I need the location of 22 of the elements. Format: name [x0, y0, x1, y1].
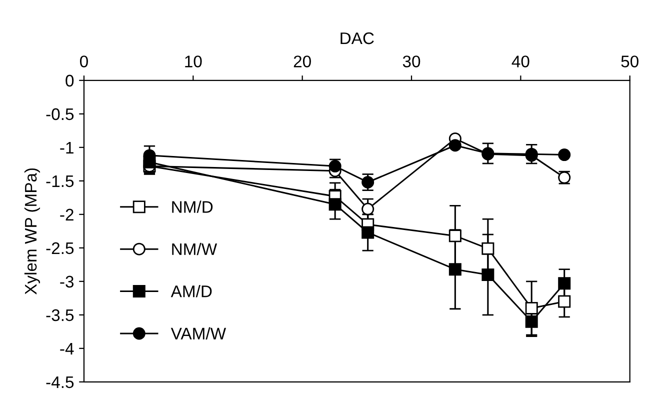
y-tick-label: -4 [60, 342, 74, 354]
x-tick-label: 0 [80, 56, 88, 68]
y-tick-label: -3.5 [46, 309, 74, 322]
y-tick-label: -3 [60, 276, 74, 288]
y-tick-label: -0.5 [46, 108, 74, 120]
x-tick-label: 40 [512, 56, 530, 68]
legend-label: AM/D [170, 285, 212, 298]
legend-label: NM/W [172, 242, 218, 256]
y-tick-label: -4.5 [46, 376, 74, 388]
legend-label: NM/D [172, 200, 213, 213]
x-tick-label: 20 [294, 56, 311, 68]
x-tick-label: 10 [185, 56, 202, 68]
y-tick-label: -1.5 [46, 175, 74, 188]
y-tick-label: -1 [60, 142, 74, 154]
y-tick-label: -2 [60, 208, 74, 220]
y-tick-label: -2.5 [46, 242, 74, 254]
y-tick-label: 0 [66, 74, 74, 87]
x-tick-label: 30 [402, 56, 420, 68]
x-axis-title: DAC [340, 32, 374, 44]
x-tick-label: 50 [621, 56, 638, 68]
legend-label: VAM/W [170, 327, 226, 340]
y-axis-title: Xylem WP (MPa) [24, 168, 40, 295]
